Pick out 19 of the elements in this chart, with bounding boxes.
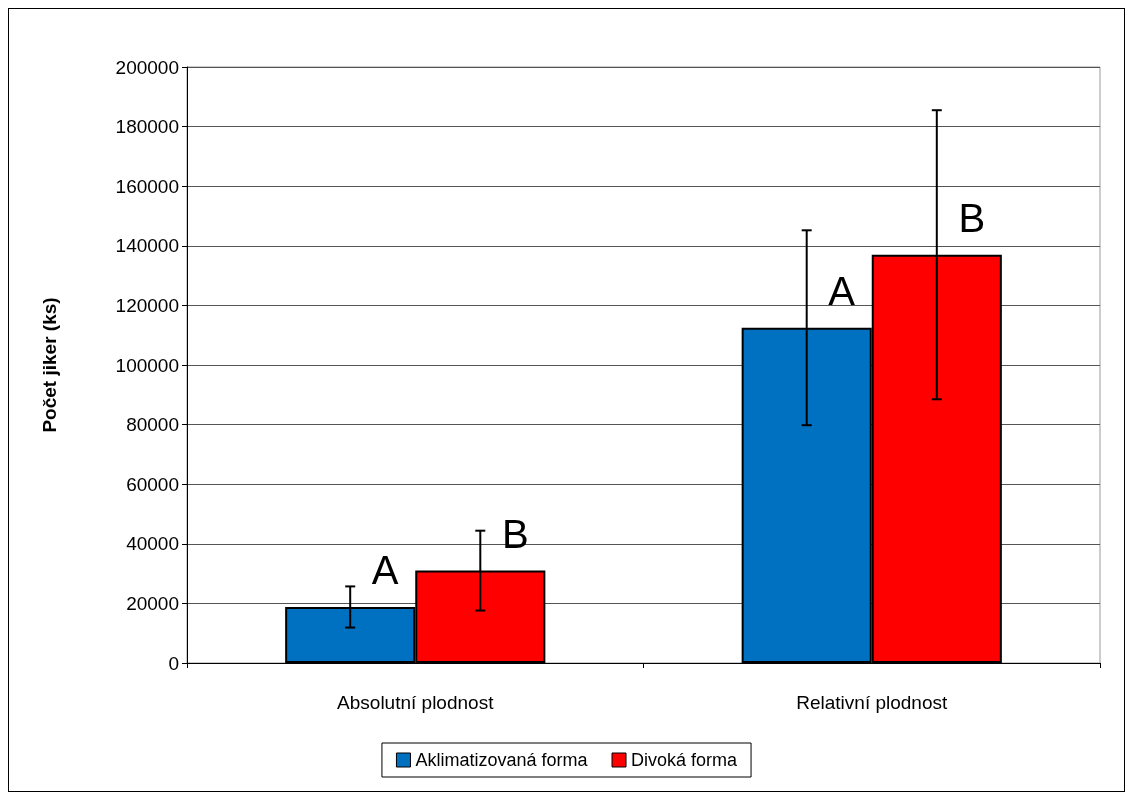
y-tick-label: 200000 [115, 56, 179, 78]
y-tick-label: 180000 [115, 116, 179, 138]
legend-label: Aklimatizovaná forma [415, 750, 589, 770]
y-tick-label: 40000 [126, 533, 179, 555]
y-tick-label: 0 [168, 652, 179, 674]
annotation: A [371, 547, 399, 592]
y-axis-title: Počet jiker (ks) [39, 297, 60, 433]
annotation: A [828, 268, 856, 313]
legend-label: Divoká forma [631, 750, 739, 770]
y-tick-label: 160000 [115, 175, 179, 197]
x-tick-label: Absolutní plodnost [337, 692, 495, 713]
y-tick-label: 100000 [115, 354, 179, 376]
y-tick-label: 80000 [126, 414, 179, 436]
y-tick-label: 20000 [126, 592, 179, 614]
y-tick-label: 140000 [115, 235, 179, 257]
annotation: B [958, 195, 986, 240]
x-tick-label: Relativní plodnost [796, 692, 948, 713]
y-tick-label: 60000 [126, 473, 179, 495]
y-tick-label: 120000 [115, 294, 179, 316]
